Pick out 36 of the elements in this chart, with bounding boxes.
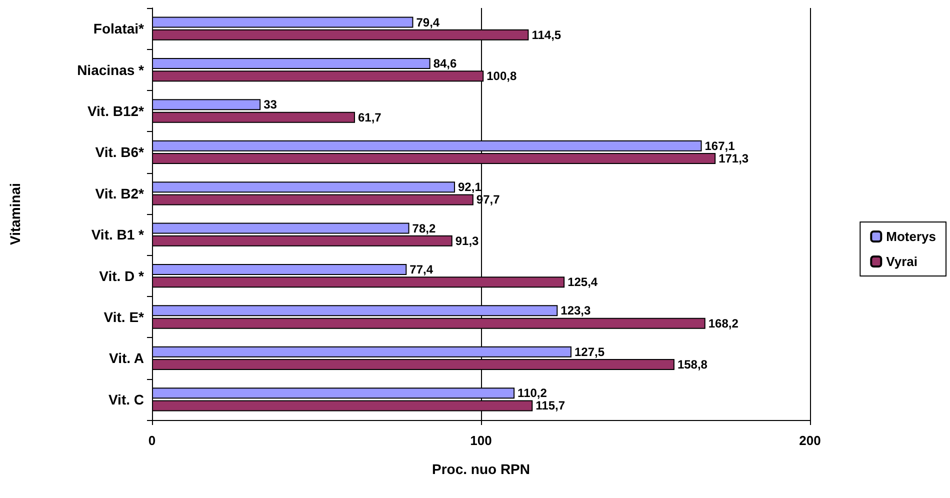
y-tick-label: Vit. B2* (95, 185, 145, 202)
y-tick-label: Vit. B6* (95, 144, 145, 160)
data-label: 167,1 (704, 138, 736, 153)
data-label: 78,2 (412, 221, 436, 236)
data-label: 123,3 (560, 304, 592, 318)
data-label: 61,7 (358, 110, 382, 124)
data-label: 84,6 (433, 56, 458, 70)
data-label: 79,4 (416, 15, 440, 30)
x-tick-label: 200 (799, 433, 821, 448)
data-label: 110,2 (518, 386, 548, 400)
data-label: 77,4 (410, 262, 434, 276)
data-label: 158,8 (677, 358, 708, 372)
x-tick-label: 100 (470, 433, 492, 448)
data-label: 168,2 (708, 316, 739, 330)
y-tick-label: Vit. A (108, 350, 144, 366)
y-tick-label: Vit. E* (104, 309, 145, 325)
data-label: 125,4 (568, 275, 598, 290)
x-axis-title: Proc. nuo RPN (432, 461, 530, 477)
y-tick-label: Vit. C (108, 391, 144, 408)
data-label: 171,3 (718, 152, 749, 166)
data-label: 33 (264, 98, 278, 112)
legend-label: Vyrai (886, 254, 918, 269)
data-label: 91,3 (455, 234, 480, 248)
data-label: 127,5 (574, 344, 605, 359)
y-tick-label: Vit. D * (99, 268, 145, 284)
y-tick-label: Folatai* (93, 20, 145, 37)
y-axis-title: Vitaminai (7, 183, 23, 245)
y-tick-label: Vit. B1 * (91, 226, 145, 243)
x-tick-label: 0 (148, 433, 156, 448)
data-label: 92,1 (458, 180, 482, 194)
y-tick-label: Niacinas * (77, 62, 145, 78)
data-label: 100,8 (486, 69, 517, 84)
y-tick-label: Vit. B12* (87, 103, 145, 119)
legend-label: Moterys (886, 229, 936, 244)
data-label: 114,5 (532, 28, 562, 42)
data-label: 115,7 (536, 398, 566, 413)
